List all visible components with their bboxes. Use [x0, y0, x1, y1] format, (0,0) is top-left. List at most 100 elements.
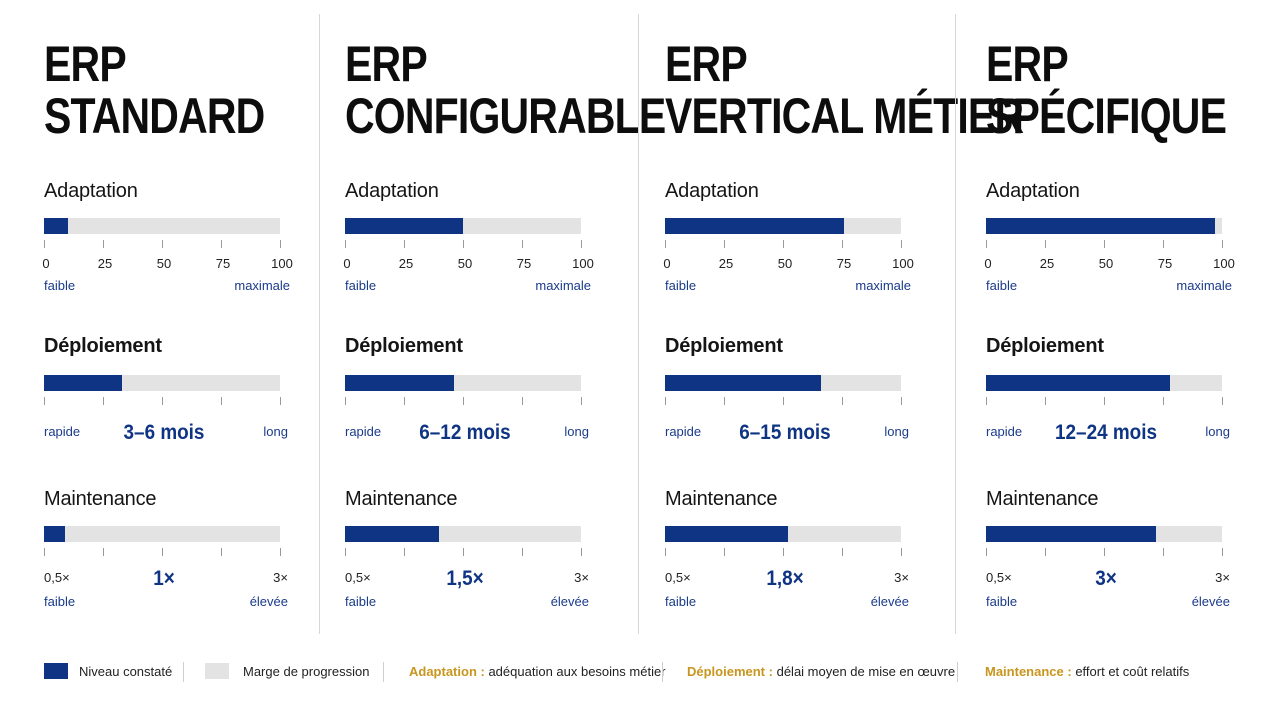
- deploiement-bar-track: [986, 375, 1222, 391]
- adaptation-tick: [1045, 240, 1046, 248]
- deploiement-bar-track: [665, 375, 901, 391]
- maintenance-tick: [842, 548, 843, 556]
- adaptation-tick: [1163, 240, 1164, 248]
- deploiement-tick: [842, 397, 843, 405]
- erp-title: ERP VERTICAL MÉTIER: [665, 36, 1024, 142]
- deploiement-bar-track: [44, 375, 280, 391]
- erp-title: ERP SPÉCIFIQUE: [986, 38, 1240, 142]
- maintenance-value: 3×: [1095, 567, 1117, 590]
- maintenance-tick: [1222, 548, 1223, 556]
- adaptation-tick-label: 75: [215, 256, 231, 271]
- adaptation-label: Adaptation: [986, 180, 1080, 202]
- maintenance-max-label: 3×: [273, 570, 288, 585]
- maintenance-max-label: 3×: [894, 570, 909, 585]
- legend-separator: [957, 662, 958, 682]
- maintenance-tick: [221, 548, 222, 556]
- maintenance-label: Maintenance: [665, 488, 778, 510]
- adaptation-tick: [404, 240, 405, 248]
- erp-title: ERP STANDARD: [44, 38, 298, 142]
- adaptation-tick: [581, 240, 582, 248]
- adaptation-tick-label: 0: [42, 256, 50, 271]
- adaptation-tick: [103, 240, 104, 248]
- maintenance-tick: [103, 548, 104, 556]
- adaptation-tick-label: 25: [1039, 256, 1055, 271]
- adaptation-tick-label: 50: [156, 256, 172, 271]
- deploiement-tick: [1045, 397, 1046, 405]
- adaptation-bar-track: [345, 218, 581, 234]
- legend-margin-label: Marge de progression: [243, 664, 370, 679]
- erp-title-line1: ERP: [665, 36, 748, 92]
- deploiement-tick: [463, 397, 464, 405]
- maintenance-tick: [581, 548, 582, 556]
- maintenance-bar-track: [44, 526, 280, 542]
- adaptation-label: Adaptation: [345, 180, 439, 202]
- legend-maintenance: Maintenance : effort et coût relatifs: [985, 664, 1189, 679]
- erp-column: ERP CONFIGURABLE Adaptation 0 25 50 75 100 faibl…: [343, 0, 666, 640]
- maintenance-tick: [463, 548, 464, 556]
- erp-title-line1: ERP: [345, 36, 428, 92]
- deploiement-tick: [280, 397, 281, 405]
- legend-swatch-margin: [205, 663, 229, 679]
- adaptation-tick: [986, 240, 987, 248]
- deploiement-tick: [665, 397, 666, 405]
- column-divider: [955, 14, 956, 634]
- maintenance-low-label: faible: [345, 594, 377, 609]
- deploiement-low-label: rapide: [665, 424, 702, 439]
- adaptation-high-label: maximale: [855, 278, 911, 293]
- deploiement-tick: [783, 397, 784, 405]
- legend-adaptation-key: Adaptation :: [409, 664, 485, 679]
- adaptation-tick: [221, 240, 222, 248]
- adaptation-bar-fill: [345, 218, 463, 234]
- adaptation-tick-label: 100: [892, 256, 914, 271]
- legend: Niveau constaté Marge de progression Ada…: [44, 660, 1244, 684]
- legend-separator: [183, 662, 184, 682]
- maintenance-max-label: 3×: [1215, 570, 1230, 585]
- maintenance-tick: [345, 548, 346, 556]
- maintenance-tick: [162, 548, 163, 556]
- adaptation-low-label: faible: [345, 278, 377, 293]
- adaptation-tick-label: 25: [398, 256, 414, 271]
- adaptation-high-label: maximale: [1176, 278, 1232, 293]
- maintenance-low-label: faible: [986, 594, 1018, 609]
- maintenance-high-label: élevée: [1191, 594, 1230, 609]
- adaptation-tick: [463, 240, 464, 248]
- legend-adaptation: Adaptation : adéquation aux besoins méti…: [409, 664, 666, 679]
- legend-swatch-level: [44, 663, 68, 679]
- adaptation-low-label: faible: [986, 278, 1018, 293]
- deploiement-value: 3–6 mois: [123, 421, 205, 444]
- maintenance-min-label: 0,5×: [986, 570, 1012, 585]
- adaptation-tick: [44, 240, 45, 248]
- erp-title-line1: ERP: [986, 36, 1069, 92]
- deploiement-bar-fill: [345, 375, 454, 391]
- maintenance-tick: [724, 548, 725, 556]
- maintenance-value: 1,8×: [766, 567, 804, 590]
- adaptation-tick: [1222, 240, 1223, 248]
- deploiement-low-label: rapide: [345, 424, 382, 439]
- erp-title: ERP CONFIGURABLE: [345, 36, 666, 142]
- deploiement-value: 12–24 mois: [1055, 421, 1157, 444]
- adaptation-tick-label: 0: [663, 256, 671, 271]
- erp-column: ERP SPÉCIFIQUE Adaptation 0 25 50 75 100 faible m…: [984, 0, 1280, 640]
- adaptation-tick: [665, 240, 666, 248]
- column-divider: [638, 14, 639, 634]
- adaptation-tick-label: 50: [457, 256, 473, 271]
- adaptation-bar-fill: [986, 218, 1215, 234]
- adaptation-low-label: faible: [44, 278, 76, 293]
- maintenance-label: Maintenance: [345, 488, 458, 510]
- maintenance-label: Maintenance: [986, 488, 1099, 510]
- legend-maintenance-text: effort et coût relatifs: [1075, 664, 1190, 679]
- maintenance-tick: [901, 548, 902, 556]
- deploiement-high-label: long: [1205, 424, 1230, 439]
- adaptation-tick: [345, 240, 346, 248]
- column-divider: [319, 14, 320, 634]
- deploiement-low-label: rapide: [44, 424, 81, 439]
- maintenance-low-label: faible: [44, 594, 76, 609]
- maintenance-label: Maintenance: [44, 488, 157, 510]
- maintenance-bar-fill: [665, 526, 788, 542]
- deploiement-tick: [1163, 397, 1164, 405]
- deploiement-label: Déploiement: [44, 335, 162, 357]
- legend-deploiement-key: Déploiement :: [687, 664, 773, 679]
- maintenance-value: 1,5×: [446, 567, 484, 590]
- adaptation-tick-label: 75: [1157, 256, 1173, 271]
- erp-title-line2: STANDARD: [44, 88, 265, 144]
